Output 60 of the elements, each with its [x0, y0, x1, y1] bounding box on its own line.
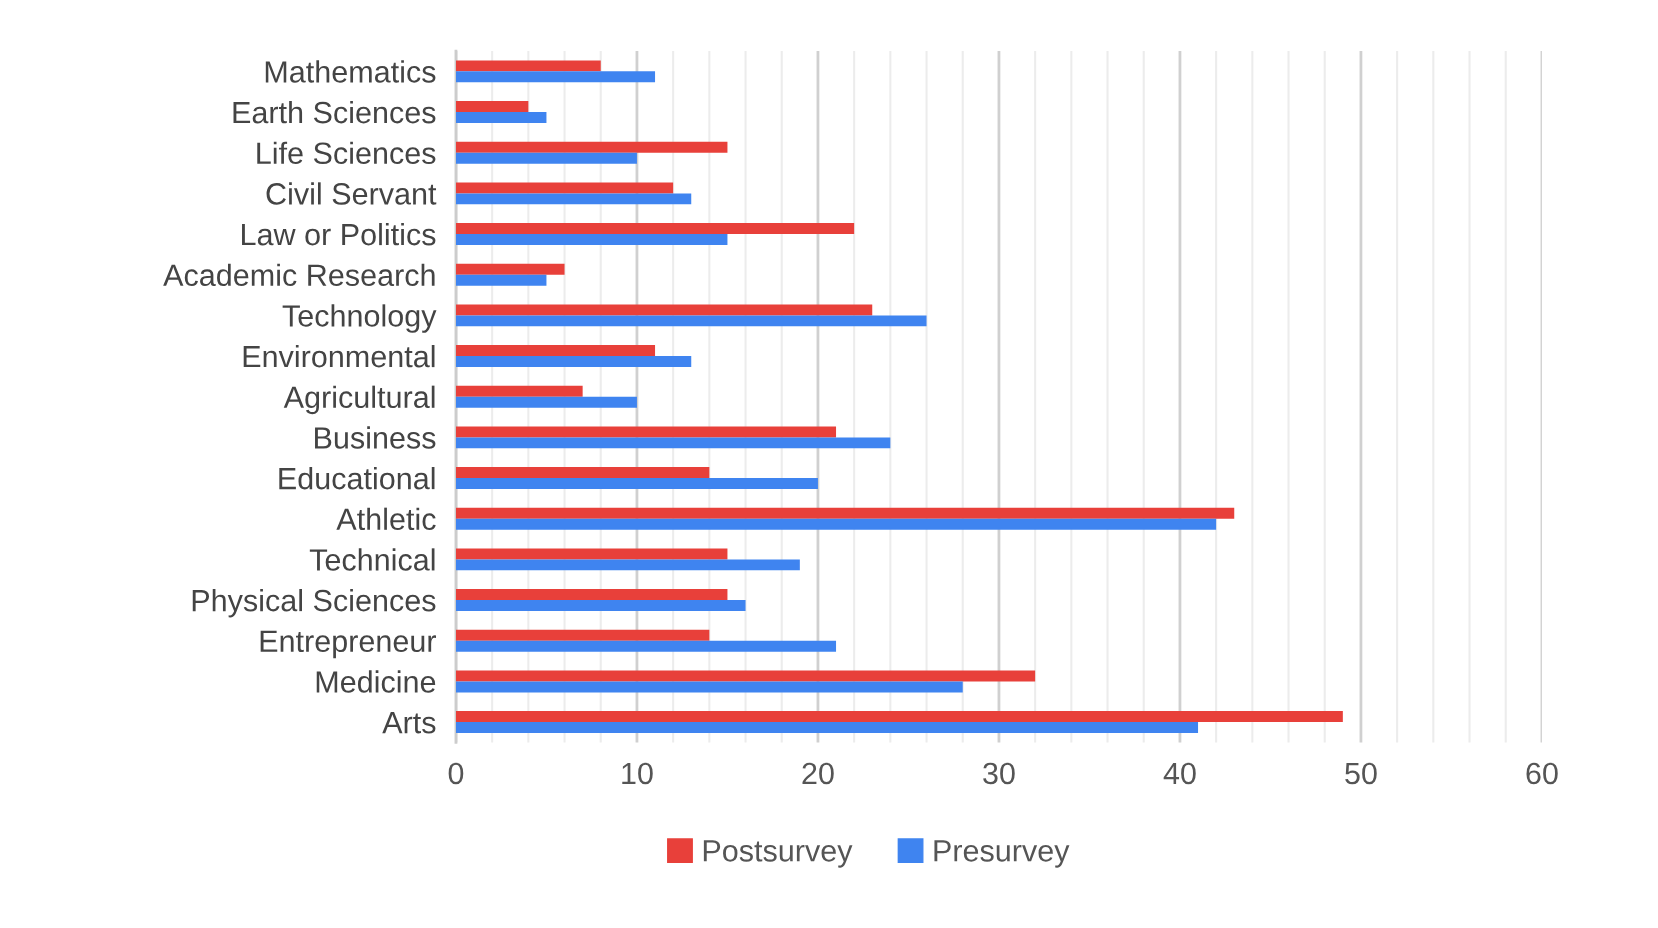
- bar: [455, 152, 637, 164]
- bar: [455, 437, 891, 449]
- bar: [455, 396, 637, 408]
- bar: [455, 711, 1343, 723]
- legend-label: Postsurvey: [703, 840, 853, 868]
- y-tick-label: Life Sciences: [257, 141, 436, 165]
- bar: [455, 426, 837, 438]
- x-tick-label: 60: [1526, 762, 1558, 785]
- x-tick-label: 50: [1345, 762, 1377, 785]
- y-tick-label: Medicine: [316, 670, 436, 693]
- y-tick-label: Mathematics: [265, 60, 436, 83]
- bar: [455, 559, 800, 571]
- bar: [455, 304, 873, 316]
- x-tick-label: 20: [802, 762, 834, 785]
- bar: [455, 223, 855, 235]
- y-tick-label: Physical Sciences: [192, 588, 436, 618]
- y-tick-label: Arts: [382, 712, 436, 734]
- bar: [455, 263, 565, 275]
- bar: [455, 356, 692, 368]
- bar: [455, 385, 583, 397]
- y-tick-label: Earth Sciences: [233, 100, 436, 124]
- x-tick-label: 40: [1163, 762, 1196, 785]
- bar: [455, 600, 746, 612]
- bar: [455, 112, 547, 124]
- legend-label: Presurvey: [934, 840, 1070, 868]
- bar: [455, 518, 1217, 530]
- bar: [455, 101, 529, 113]
- y-tick-label: Athletic: [336, 507, 436, 531]
- bar: [455, 274, 547, 286]
- bar: [455, 141, 728, 153]
- y-tick-label: Educational: [279, 466, 435, 490]
- y-tick-label: Entrepreneur: [260, 630, 437, 659]
- bar: [455, 589, 728, 601]
- bar: [455, 722, 1199, 734]
- bar: [455, 640, 837, 652]
- bar: [455, 345, 656, 357]
- bar: [455, 60, 601, 72]
- bar: [455, 629, 710, 641]
- bar: [455, 681, 963, 693]
- y-tick-label: Academic Research: [163, 263, 435, 287]
- bar: [455, 478, 818, 490]
- bar: [455, 234, 728, 246]
- y-tick-label: Environmental: [243, 344, 435, 368]
- x-tick-label: 0: [448, 762, 464, 785]
- x-tick-label: 10: [622, 762, 653, 785]
- y-tick-label: Law or Politics: [242, 222, 436, 246]
- bar: [455, 467, 710, 479]
- bar: [455, 548, 728, 560]
- y-tick-label: Technology: [282, 304, 437, 333]
- bar: [455, 182, 674, 194]
- bar: [455, 670, 1036, 682]
- y-tick-label: Civil Servant: [266, 182, 437, 205]
- bar: [455, 71, 656, 83]
- y-tick-label: Technical: [309, 548, 435, 571]
- bar: [455, 193, 692, 205]
- bar: [455, 507, 1235, 519]
- y-tick-label: Agricultural: [283, 385, 435, 415]
- bar: [455, 315, 927, 327]
- y-tick-label: Business: [315, 426, 436, 449]
- x-tick-label: 30: [983, 762, 1015, 785]
